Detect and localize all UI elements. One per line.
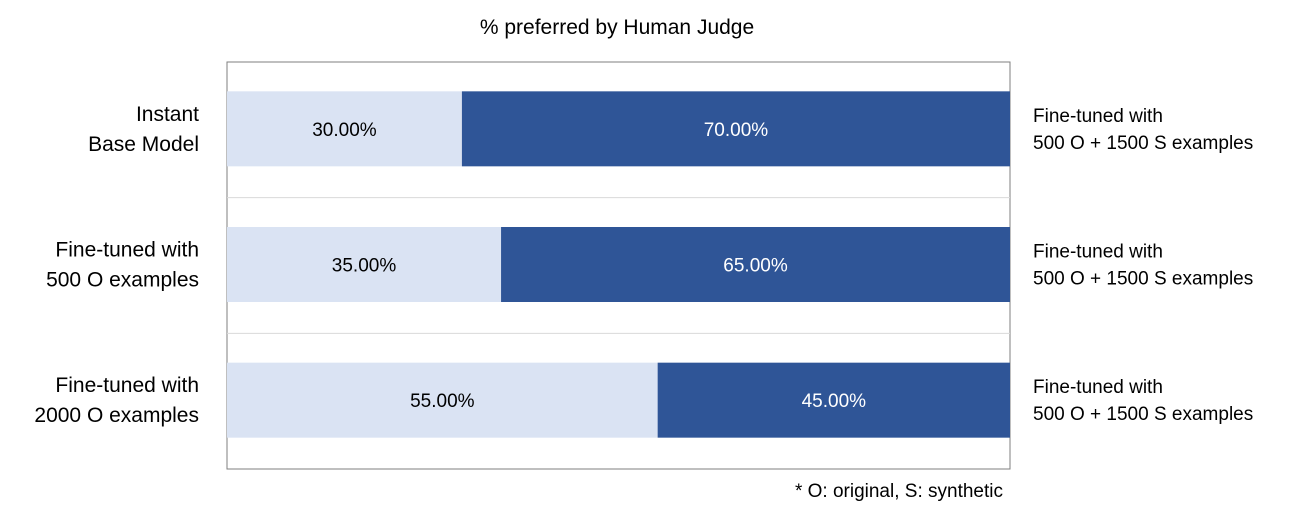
bar-value-label: 30.00% <box>312 120 377 141</box>
bar-segment-baseline <box>227 227 502 302</box>
comparison-label-line: 500 O + 1500 S examples <box>1033 133 1253 154</box>
comparison-label: Fine-tuned with 500 O + 1500 S examples <box>1033 377 1253 425</box>
bar-value-label: 45.00% <box>802 391 867 412</box>
bar-value-label: 35.00% <box>332 256 397 277</box>
bar-segment-finetuned <box>501 227 1010 302</box>
bar-segment-finetuned <box>461 91 1010 167</box>
category-label: Fine-tuned with 500 O examples <box>46 239 199 292</box>
category-label-line: 2000 O examples <box>34 404 199 427</box>
bar-segment-baseline <box>227 362 658 438</box>
chart-title: % preferred by Human Judge <box>480 16 754 39</box>
category-label-line: Fine-tuned with <box>55 239 199 262</box>
category-label: Fine-tuned with 2000 O examples <box>34 374 199 427</box>
category-label-line: 500 O examples <box>46 269 199 292</box>
comparison-label-line: Fine-tuned with <box>1033 242 1163 263</box>
comparison-label: Fine-tuned with 500 O + 1500 S examples <box>1033 106 1253 154</box>
comparison-label-line: 500 O + 1500 S examples <box>1033 269 1253 290</box>
comparison-label: Fine-tuned with 500 O + 1500 S examples <box>1033 242 1253 290</box>
category-label-line: Base Model <box>88 133 199 156</box>
bar-segment-baseline <box>227 91 462 167</box>
bar-value-label: 70.00% <box>704 120 769 141</box>
bar-value-label: 55.00% <box>410 391 475 412</box>
category-label-line: Instant <box>136 103 199 126</box>
bar-segment-finetuned <box>657 362 1010 438</box>
bar-value-label: 65.00% <box>723 256 788 277</box>
comparison-label-line: Fine-tuned with <box>1033 106 1163 127</box>
comparison-label-line: 500 O + 1500 S examples <box>1033 404 1253 425</box>
comparison-labels: Fine-tuned with 500 O + 1500 S examplesFi… <box>1033 106 1253 425</box>
category-labels: Instant Base Model Fine-tuned with 500 O ex… <box>34 103 199 427</box>
bar-segments <box>227 91 1010 438</box>
category-label: Instant Base Model <box>88 103 199 156</box>
category-label-line: Fine-tuned with <box>55 374 199 397</box>
row-separators <box>227 197 1010 334</box>
footnote: * O: original, S: synthetic <box>795 481 1003 502</box>
comparison-label-line: Fine-tuned with <box>1033 377 1163 398</box>
bar-value-labels: 30.00% 70.00% 35.00% 65.00% 55.00% 45.00% <box>312 120 866 412</box>
